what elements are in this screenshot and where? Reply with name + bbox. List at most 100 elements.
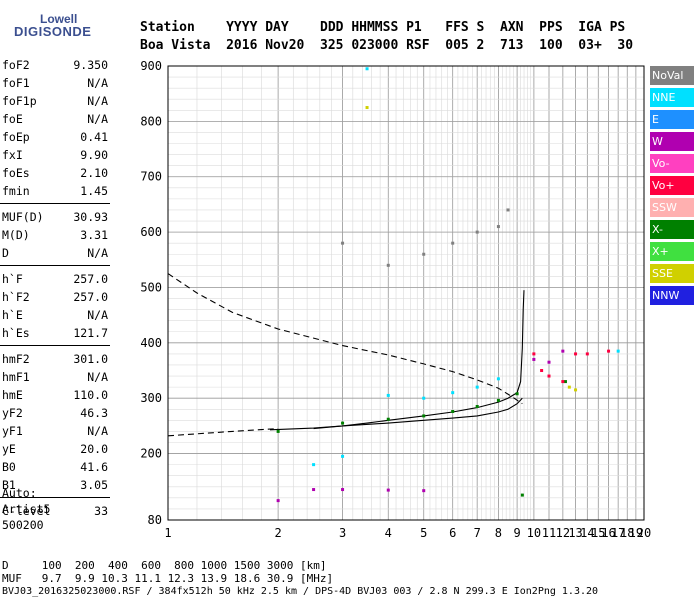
- legend-entry: NNE: [650, 88, 694, 107]
- legend-entry: E: [650, 110, 694, 129]
- param-value: N/A: [87, 76, 108, 90]
- param-label: yF1: [2, 424, 23, 438]
- echo-point: [365, 67, 369, 71]
- echo-point: [422, 396, 426, 400]
- echo-point: [616, 349, 620, 353]
- x-tick-label: 10: [527, 526, 541, 540]
- param-value: 41.6: [80, 460, 108, 474]
- echo-point: [475, 405, 479, 408]
- footer-distance-row: D 100 200 400 600 800 1000 1500 3000 [km…: [2, 559, 327, 572]
- param-label: C-level: [2, 504, 51, 518]
- legend-entry: NNW: [650, 286, 694, 305]
- param-separator: [0, 203, 110, 204]
- param-row: hmF2 301.0: [2, 350, 108, 368]
- param-value: N/A: [87, 424, 108, 438]
- x-tick-label: 7: [474, 526, 481, 540]
- logo-digisonde: DIGISONDE: [14, 24, 92, 39]
- echo-point: [567, 385, 571, 389]
- param-value: 2.10: [80, 166, 108, 180]
- echo-point: [574, 388, 578, 392]
- param-value: N/A: [87, 246, 108, 260]
- param-value: 1.45: [80, 184, 108, 198]
- dashed-profile-line: [167, 428, 279, 437]
- param-row: hmF1 N/A: [2, 368, 108, 386]
- echo-point: [276, 499, 280, 503]
- param-label: foEs: [2, 166, 30, 180]
- echo-point: [451, 391, 455, 395]
- legend-entry: X-: [650, 220, 694, 239]
- param-row: foEs 2.10: [2, 164, 108, 182]
- param-label: h`Es: [2, 326, 30, 340]
- param-row: foEp 0.41: [2, 128, 108, 146]
- param-row: h`F2 257.0: [2, 288, 108, 306]
- x-tick-label: 11: [542, 526, 556, 540]
- param-row: B0 41.6: [2, 458, 108, 476]
- param-label: B0: [2, 460, 16, 474]
- echo-point: [341, 488, 345, 492]
- param-label: fxI: [2, 148, 23, 162]
- echo-point: [341, 454, 345, 458]
- param-value: N/A: [87, 370, 108, 384]
- echo-point: [496, 225, 500, 229]
- param-row: fmin 1.45: [2, 182, 108, 200]
- param-label: foF2: [2, 58, 30, 72]
- x-tick-label: 13: [568, 526, 582, 540]
- legend-entry: Vo+: [650, 176, 694, 195]
- echo-point: [386, 393, 390, 397]
- param-label: D: [2, 246, 9, 260]
- param-value: N/A: [87, 308, 108, 322]
- echo-point: [547, 374, 551, 378]
- y-tick-label: 200: [140, 447, 162, 461]
- param-row: fxI 9.90: [2, 146, 108, 164]
- legend-entry: SSE: [650, 264, 694, 283]
- x-tick-label: 8: [495, 526, 502, 540]
- x-tick-label: 1: [164, 526, 171, 540]
- param-label: foEp: [2, 130, 30, 144]
- x-tick-label: 12: [556, 526, 570, 540]
- x-tick-label: 2: [275, 526, 282, 540]
- echo-point: [561, 380, 565, 384]
- auto-artist: Artist5: [2, 502, 51, 516]
- y-tick-label: 600: [140, 225, 162, 239]
- echo-point: [540, 369, 544, 373]
- dashed-profile-line: [167, 273, 523, 405]
- echo-point: [422, 252, 426, 256]
- param-value: 30.93: [73, 210, 108, 224]
- param-row: yE 20.0: [2, 440, 108, 458]
- param-value: 257.0: [73, 290, 108, 304]
- x-tick-label: 16: [601, 526, 615, 540]
- x-tick-label: 14: [580, 526, 594, 540]
- param-value: 110.0: [73, 388, 108, 402]
- echo-point: [365, 106, 369, 110]
- echo-point: [341, 421, 345, 425]
- param-label: yE: [2, 442, 16, 456]
- param-row: hmE 110.0: [2, 386, 108, 404]
- y-tick-label: 500: [140, 280, 162, 294]
- legend-entry: SSW: [650, 198, 694, 217]
- param-label: hmF2: [2, 352, 30, 366]
- x-tick-label: 17: [611, 526, 625, 540]
- parameter-panel: foF2 9.350 foF1 N/A foF1p N/A foE N/A foEp 0.41 fx…: [0, 56, 112, 518]
- param-label: foF1p: [2, 94, 37, 108]
- auto-label: Auto:: [2, 486, 37, 500]
- param-value: 9.350: [73, 58, 108, 72]
- x-tick-label: 20: [637, 526, 651, 540]
- param-value: 0.41: [80, 130, 108, 144]
- param-label: foF1: [2, 76, 30, 90]
- param-row: D N/A: [2, 244, 108, 262]
- param-value: 301.0: [73, 352, 108, 366]
- param-row: MUF(D) 30.93: [2, 208, 108, 226]
- header-labels: Station YYYY DAY DDD HHMMSS P1 FFS S AXN…: [140, 20, 626, 35]
- chart-grid: [168, 66, 644, 520]
- x-tick-label: 5: [420, 526, 427, 540]
- echo-point: [532, 352, 536, 356]
- echo-point: [341, 241, 345, 245]
- param-value: N/A: [87, 112, 108, 126]
- echo-point: [520, 493, 524, 497]
- param-row: h`F 257.0: [2, 270, 108, 288]
- param-separator: [0, 345, 110, 346]
- echo-point: [496, 377, 500, 381]
- param-separator: [0, 497, 110, 498]
- param-row: yF1 N/A: [2, 422, 108, 440]
- echo-point: [561, 349, 565, 353]
